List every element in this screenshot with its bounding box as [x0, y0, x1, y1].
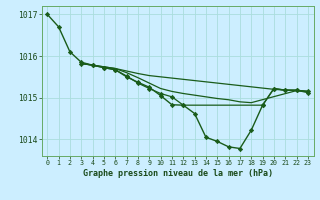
X-axis label: Graphe pression niveau de la mer (hPa): Graphe pression niveau de la mer (hPa) [83, 169, 273, 178]
